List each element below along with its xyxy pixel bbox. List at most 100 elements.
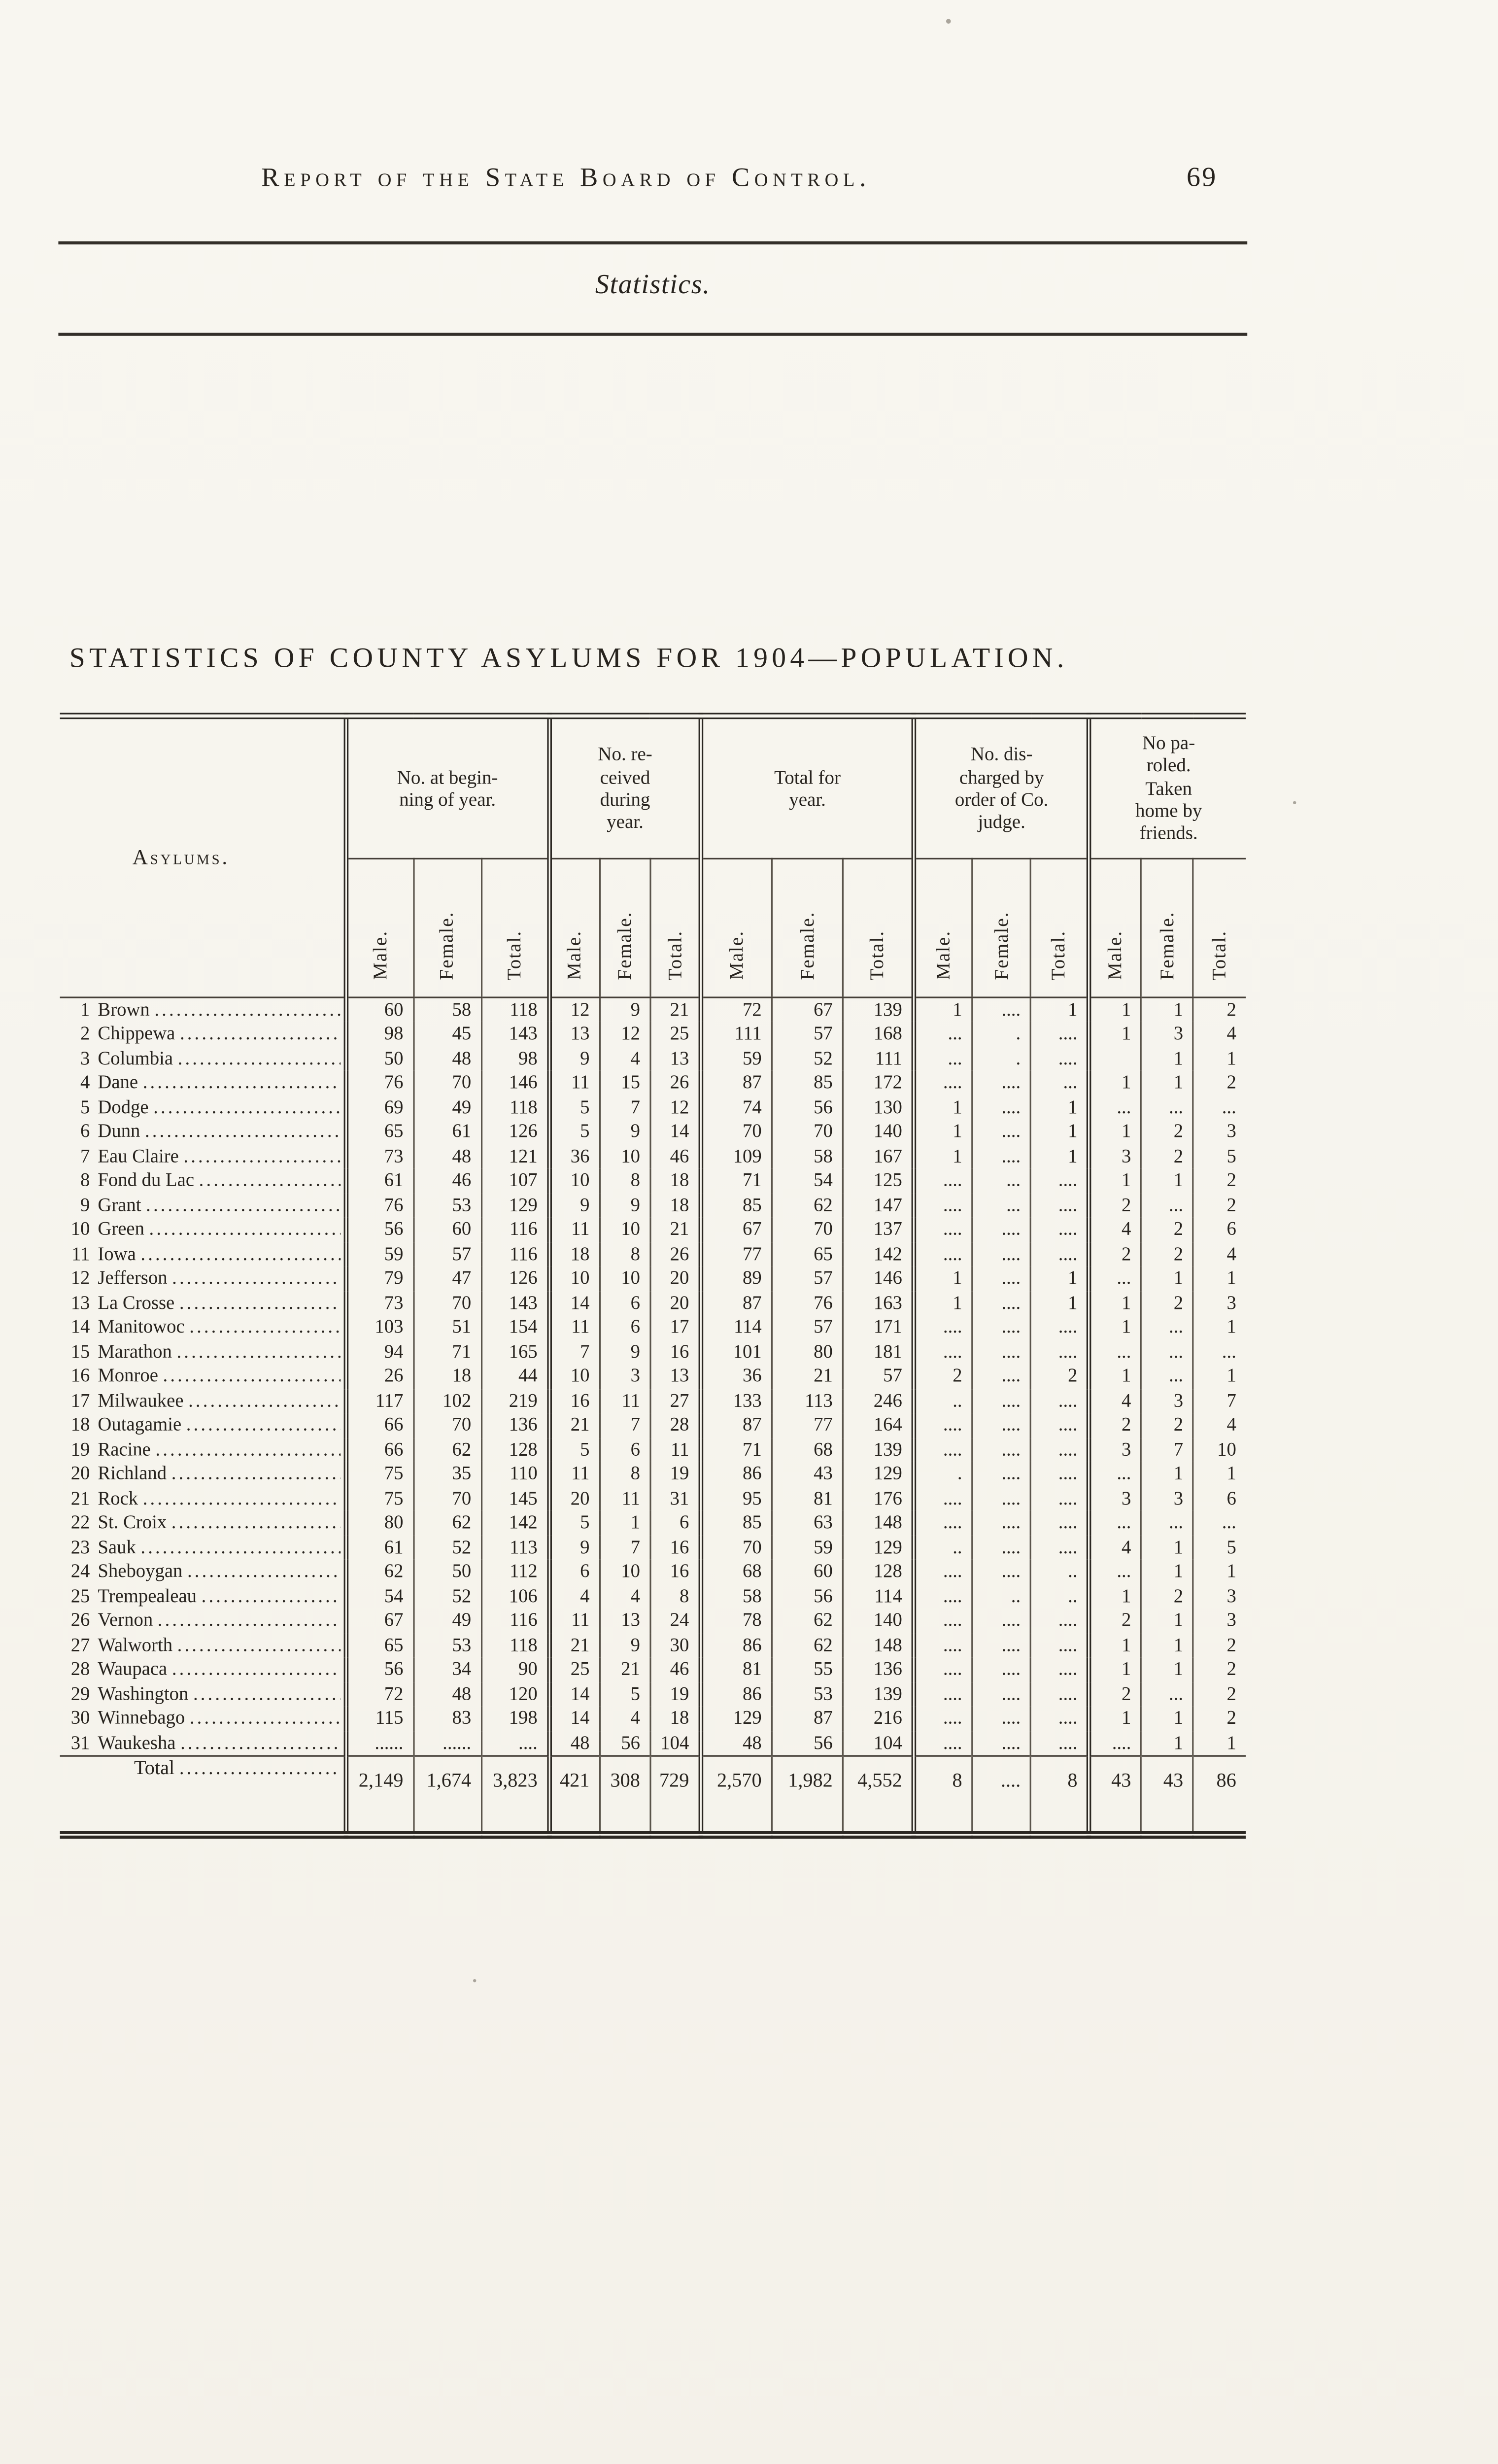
value-cell: 18 [649, 1168, 701, 1193]
value-cell: 3 [599, 1364, 650, 1389]
value-cell: 3 [1140, 1022, 1193, 1047]
value-cell: 79 [343, 1266, 414, 1291]
value-cell: 47 [412, 1266, 481, 1291]
value-cell: 1 [1192, 1731, 1246, 1756]
value-cell: 85 [698, 1510, 772, 1536]
value-cell: 18 [546, 1242, 600, 1266]
value-cell: 56 [771, 1095, 843, 1120]
value-cell: ...... [343, 1731, 414, 1756]
county-name: Washington [98, 1681, 189, 1704]
value-cell: 6 [649, 1510, 701, 1536]
value-cell: ... [1140, 1095, 1193, 1120]
value-cell: .... [1030, 1731, 1089, 1756]
value-cell: 62 [343, 1559, 414, 1584]
value-cell: .... [971, 1731, 1031, 1756]
asylum-name-cell: 27 Walworth [60, 1633, 346, 1658]
value-cell: 1 [912, 1144, 973, 1169]
value-cell: .... [912, 1339, 973, 1364]
value-cell: 2 [1192, 996, 1246, 1022]
asylum-name-cell: 24 Sheboygan [60, 1560, 346, 1584]
value-cell: 10 [546, 1364, 600, 1389]
county-name: Dane [98, 1070, 138, 1093]
value-cell: 87 [771, 1706, 843, 1731]
asylum-name-cell: 22 St. Croix [60, 1511, 346, 1536]
value-cell: 7 [1192, 1388, 1246, 1413]
value-cell: .... [971, 1413, 1031, 1437]
value-cell: 143 [480, 1291, 549, 1315]
value-cell: 128 [480, 1437, 549, 1462]
asylum-name-cell: 28 Waupaca [60, 1657, 346, 1682]
table-row: 11Iowa5957116188267765142............224 [60, 1242, 1246, 1266]
value-cell: 15 [599, 1070, 650, 1095]
value-cell: 10 [599, 1217, 650, 1242]
value-cell: 116 [480, 1608, 549, 1633]
rotated-label: Male. [932, 930, 954, 980]
value-cell: .. [971, 1584, 1031, 1608]
value-cell: 49 [412, 1608, 481, 1633]
row-number: 23 [70, 1535, 90, 1557]
value-cell: 118 [480, 1633, 549, 1658]
value-cell: 2 [1192, 1657, 1246, 1682]
rotated-label: Total. [663, 930, 685, 980]
asylum-name-cell: 16 Monroe [60, 1364, 346, 1389]
value-cell: .... [912, 1510, 973, 1536]
value-cell: 140 [842, 1608, 914, 1633]
value-cell: .... [971, 1437, 1031, 1462]
value-cell: 48 [698, 1731, 772, 1756]
value-cell: 89 [698, 1266, 772, 1291]
value-cell: 1 [1030, 1266, 1089, 1291]
value-cell: 7 [1140, 1437, 1193, 1462]
row-number: 15 [70, 1339, 90, 1362]
value-cell: 70 [698, 1120, 772, 1144]
value-cell: 103 [343, 1315, 414, 1340]
value-cell: 72 [698, 996, 772, 1022]
value-cell: 57 [771, 1266, 843, 1291]
value-cell: 56 [343, 1657, 414, 1682]
value-cell: 14 [546, 1681, 600, 1707]
value-cell: 114 [842, 1584, 914, 1608]
value-cell: 25 [649, 1022, 701, 1047]
county-name: Brown [98, 997, 150, 1020]
value-cell: 62 [412, 1437, 481, 1462]
value-cell: 13 [649, 1046, 701, 1071]
value-cell: 70 [412, 1413, 481, 1437]
value-cell: 1 [1140, 1633, 1193, 1658]
value-cell: 4 [1192, 1413, 1246, 1437]
value-cell: 46 [649, 1144, 701, 1169]
value-cell: 13 [649, 1364, 701, 1389]
row-number: 4 [80, 1070, 90, 1093]
value-cell: 68 [771, 1437, 843, 1462]
value-cell: .... [912, 1559, 973, 1584]
value-cell: .... [971, 1559, 1031, 1584]
table-row: 4Dane76701461115268785172...........112 [60, 1070, 1246, 1095]
value-cell: 1 [1192, 1364, 1246, 1389]
value-cell: 1 [1030, 1291, 1089, 1315]
value-cell: .... [971, 1217, 1031, 1242]
subcolumn-header-female: Female. [599, 857, 650, 998]
table-body: 1Brown60581181292172671391....11122Chipp… [60, 996, 1246, 1756]
value-cell: 70 [771, 1120, 843, 1144]
value-cell: 1 [1140, 1046, 1193, 1071]
value-cell: .... [971, 1095, 1031, 1120]
county-name: Total [134, 1756, 175, 1779]
value-cell: 8 [599, 1168, 650, 1193]
value-cell: .... [912, 1486, 973, 1511]
value-cell: ... [1140, 1510, 1193, 1536]
value-cell: 130 [842, 1095, 914, 1120]
value-cell: 110 [480, 1462, 549, 1486]
value-cell: 168 [842, 1022, 914, 1047]
value-cell: 67 [698, 1217, 772, 1242]
value-cell: 14 [546, 1706, 600, 1731]
value-cell: 4 [599, 1584, 650, 1608]
running-head: Report of the State Board of Control. [261, 162, 871, 193]
value-cell: 69 [343, 1095, 414, 1120]
subheader-row: Male. Female. Total. Male. Female. Total. Male… [60, 857, 1246, 998]
value-cell: 171 [842, 1315, 914, 1340]
value-cell: 147 [842, 1193, 914, 1218]
value-cell: 71 [698, 1437, 772, 1462]
value-cell: 2 [1140, 1120, 1193, 1144]
value-cell: 60 [412, 1217, 481, 1242]
county-name: Waupaca [98, 1657, 168, 1679]
value-cell: 11 [546, 1217, 600, 1242]
value-cell: 1 [912, 1291, 973, 1315]
